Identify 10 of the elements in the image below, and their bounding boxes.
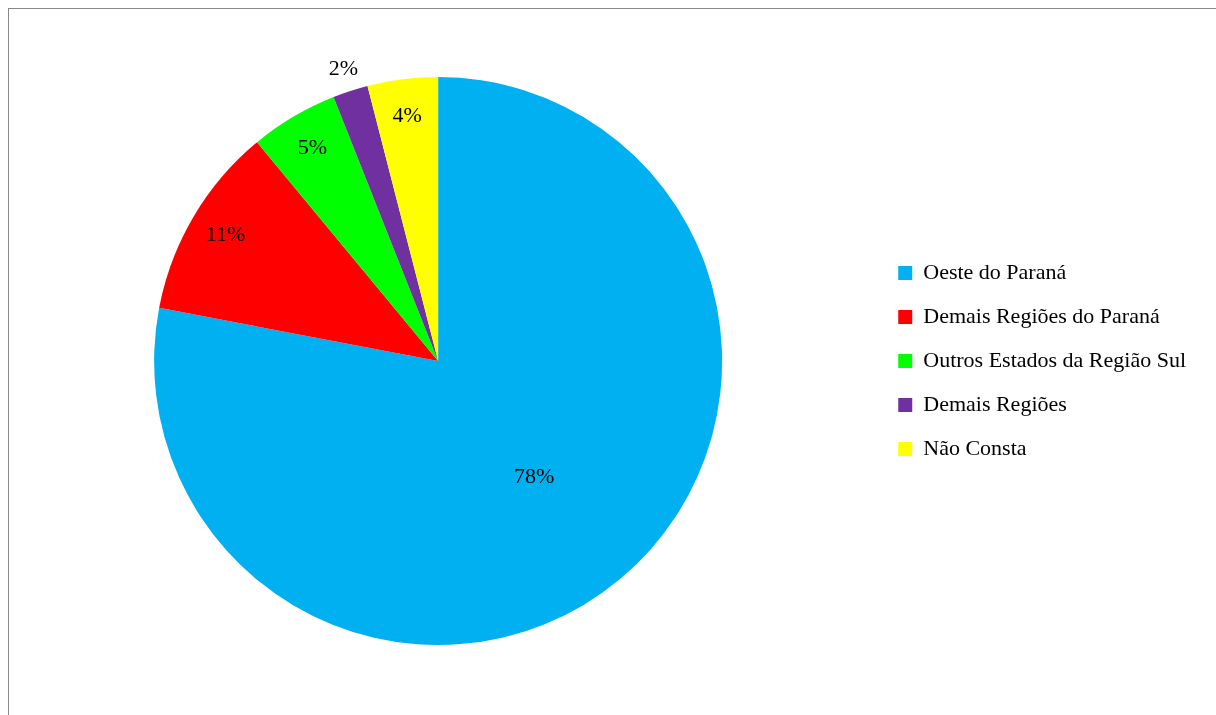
data-label: 5% [297, 134, 328, 160]
data-label: 78% [513, 462, 555, 488]
data-label: 11% [205, 221, 246, 247]
legend-label: Demais Regiões [923, 390, 1067, 416]
data-label: 4% [392, 101, 422, 127]
legend-label: Outros Estados da Região Sul [923, 346, 1187, 372]
legend-label: Não Consta [923, 434, 1027, 460]
legend-label: Demais Regiões do Paraná [923, 302, 1160, 328]
data-label: 2% [328, 55, 359, 81]
legend-label: Oeste do Paraná [923, 258, 1067, 284]
